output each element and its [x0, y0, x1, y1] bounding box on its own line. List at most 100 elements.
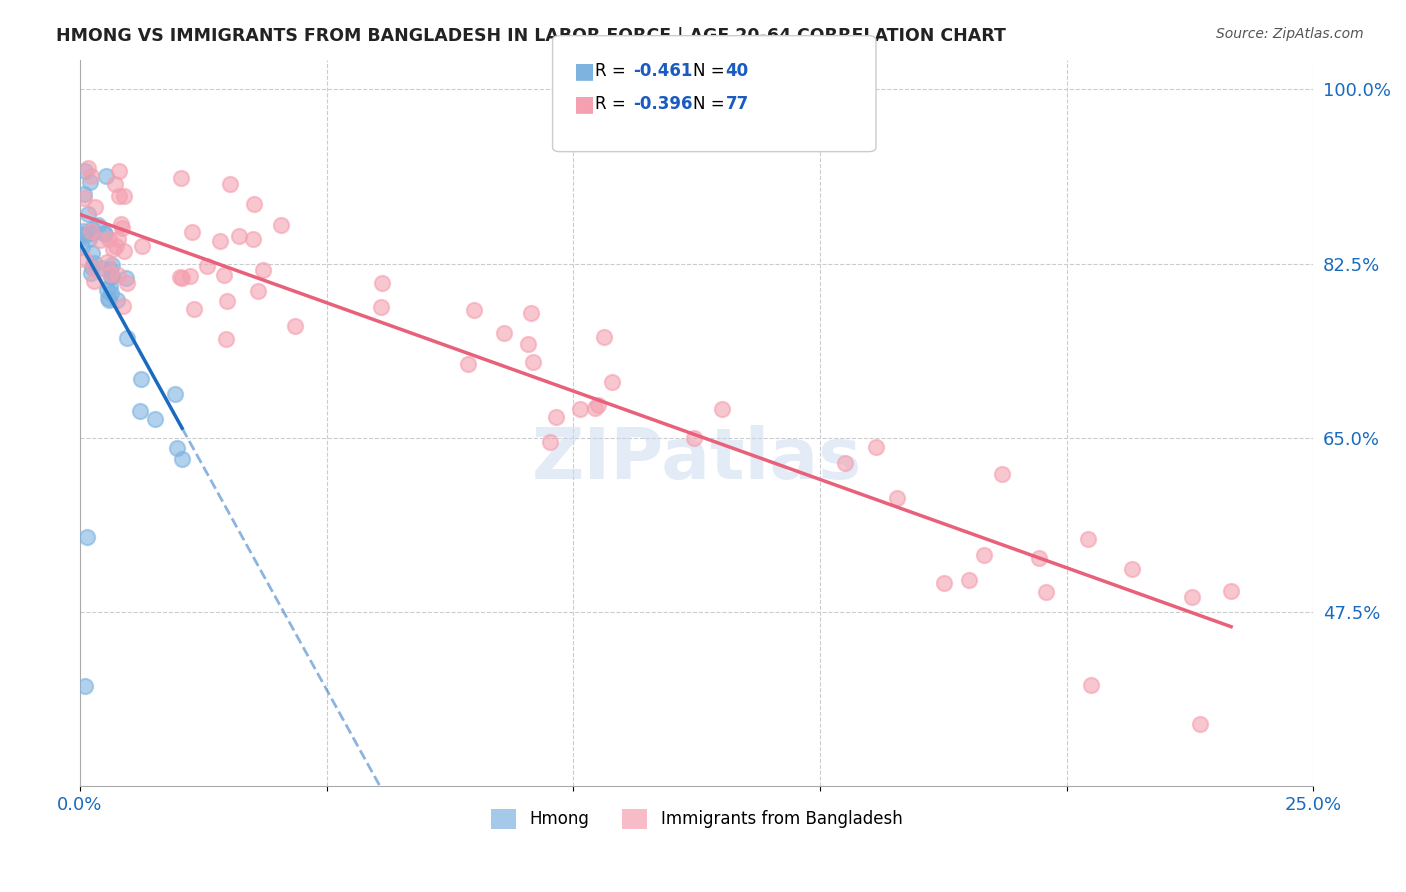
Point — [98, 268, 121, 282]
Point — [111, 299, 134, 313]
Point — [370, 300, 392, 314]
Point — [865, 440, 887, 454]
Point — [101, 258, 124, 272]
Point — [94, 169, 117, 183]
Point — [82, 245, 104, 260]
Point — [94, 227, 117, 241]
Point — [80, 226, 103, 240]
Point — [195, 259, 218, 273]
Point — [84, 200, 107, 214]
Point — [1080, 678, 1102, 692]
Text: -0.396: -0.396 — [633, 95, 692, 113]
Point — [76, 161, 98, 175]
Text: ZIPatlas: ZIPatlas — [531, 425, 862, 493]
Point — [593, 330, 616, 344]
Point — [516, 337, 538, 351]
Point — [73, 252, 96, 266]
Point — [131, 239, 153, 253]
Point — [75, 227, 97, 242]
Point — [212, 268, 235, 282]
Point — [96, 283, 118, 297]
Point — [96, 255, 118, 269]
Point — [90, 260, 112, 275]
Point — [1121, 562, 1143, 576]
Point — [586, 398, 609, 412]
Point — [73, 679, 96, 693]
Point — [111, 221, 134, 235]
Point — [72, 224, 94, 238]
Point — [228, 228, 250, 243]
Text: R =: R = — [595, 62, 631, 80]
Point — [242, 232, 264, 246]
Point — [77, 207, 100, 221]
Point — [246, 284, 269, 298]
Text: -0.461: -0.461 — [633, 62, 692, 80]
Point — [538, 435, 561, 450]
Point — [163, 387, 186, 401]
Point — [115, 331, 138, 345]
Point — [98, 293, 121, 308]
Point — [170, 171, 193, 186]
Point — [80, 222, 103, 236]
Point — [991, 467, 1014, 482]
Point — [131, 372, 153, 386]
Point — [1220, 583, 1243, 598]
Point — [77, 231, 100, 245]
Point — [1028, 550, 1050, 565]
Point — [172, 452, 194, 467]
Point — [105, 293, 128, 308]
Point — [110, 217, 132, 231]
Point — [973, 548, 995, 562]
Point — [492, 326, 515, 340]
Point — [522, 355, 544, 369]
Point — [101, 268, 124, 283]
Point — [569, 402, 592, 417]
Point — [957, 573, 980, 587]
Point — [89, 233, 111, 247]
Point — [129, 404, 152, 418]
Point — [80, 224, 103, 238]
Point — [284, 318, 307, 333]
Point — [115, 277, 138, 291]
Point — [169, 269, 191, 284]
Point — [72, 227, 94, 242]
Point — [83, 260, 105, 275]
Point — [520, 306, 543, 320]
Point — [101, 242, 124, 256]
Point — [217, 293, 239, 308]
Point — [98, 261, 121, 276]
Point — [87, 218, 110, 232]
Point — [83, 274, 105, 288]
Point — [179, 268, 201, 283]
Point — [1077, 532, 1099, 546]
Point — [97, 232, 120, 246]
Point — [112, 188, 135, 202]
Point — [80, 169, 103, 183]
Point — [107, 268, 129, 282]
Point — [1035, 584, 1057, 599]
Point — [105, 239, 128, 253]
Point — [108, 189, 131, 203]
Point — [145, 412, 167, 426]
Text: HMONG VS IMMIGRANTS FROM BANGLADESH IN LABOR FORCE | AGE 20-64 CORRELATION CHART: HMONG VS IMMIGRANTS FROM BANGLADESH IN L… — [56, 27, 1007, 45]
Text: 77: 77 — [725, 95, 749, 113]
Point — [79, 175, 101, 189]
Point — [107, 163, 129, 178]
Point — [544, 410, 567, 425]
Point — [104, 178, 127, 192]
Point — [710, 401, 733, 416]
Point — [270, 218, 292, 232]
Point — [73, 163, 96, 178]
Text: 40: 40 — [725, 62, 748, 80]
Point — [1181, 590, 1204, 604]
Point — [76, 530, 98, 544]
Point — [209, 234, 232, 248]
Point — [107, 232, 129, 246]
Legend: Hmong, Immigrants from Bangladesh: Hmong, Immigrants from Bangladesh — [484, 802, 910, 836]
Point — [834, 456, 856, 470]
Point — [585, 401, 607, 415]
Point — [93, 227, 115, 241]
Point — [97, 292, 120, 306]
Text: N =: N = — [693, 95, 730, 113]
Point — [73, 186, 96, 201]
